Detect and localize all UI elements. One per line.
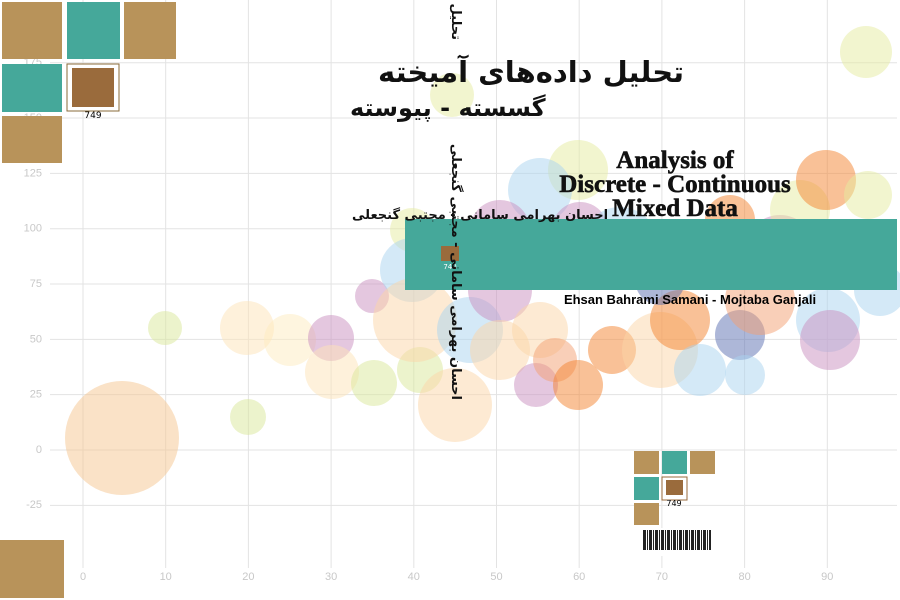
barcode-bar	[643, 530, 645, 550]
barcode-bar	[705, 530, 706, 550]
spine-number: 749	[443, 263, 456, 271]
barcode-bar	[699, 530, 700, 550]
y-tick-label: 50	[30, 333, 42, 345]
bubble	[796, 150, 856, 210]
bubble	[220, 301, 274, 355]
bubble	[725, 355, 765, 395]
x-tick-label: 30	[325, 571, 337, 583]
x-tick-label: 10	[160, 571, 172, 583]
bubble	[373, 278, 457, 362]
logo-number: 749	[666, 499, 681, 508]
bubble	[840, 26, 892, 78]
x-tick-label: 60	[573, 571, 585, 583]
barcode-bar	[697, 530, 699, 550]
barcode-bar	[679, 530, 681, 550]
square	[2, 64, 62, 112]
barcode-bar	[669, 530, 670, 550]
bubble	[418, 368, 492, 442]
title-en-3: Mixed Data	[612, 195, 738, 222]
barcode-bar	[675, 530, 676, 550]
square	[67, 2, 120, 59]
barcode-bar	[671, 530, 672, 550]
x-tick-label: 70	[656, 571, 668, 583]
x-tick-label: 20	[242, 571, 254, 583]
bubble	[305, 345, 359, 399]
barcode-bar	[709, 530, 711, 550]
square	[634, 477, 659, 500]
barcode-bar	[663, 530, 664, 550]
logo-mark	[666, 480, 683, 495]
barcode-bar	[683, 530, 684, 550]
barcode-bar	[649, 530, 651, 550]
bubble	[430, 73, 474, 117]
barcode-bar	[681, 530, 682, 550]
bubble	[800, 310, 860, 370]
authors-fa: احسان بهرامی سامانی - مجتبی گنجعلی	[352, 207, 608, 223]
bubble	[264, 314, 316, 366]
barcode-bar	[673, 530, 675, 550]
y-tick-label: 0	[36, 444, 42, 456]
square	[634, 451, 659, 474]
title-en-1: Analysis of	[616, 147, 734, 174]
barcode-bar	[657, 530, 658, 550]
square	[2, 116, 62, 163]
bubble	[674, 344, 726, 396]
square	[690, 451, 715, 474]
y-tick-label: 25	[30, 389, 42, 401]
title-fa-1: تحلیل داده‌های آمیخته	[378, 54, 684, 89]
square	[634, 503, 659, 525]
barcode-bar	[647, 530, 648, 550]
barcode-bar	[655, 530, 657, 550]
y-tick-label: -25	[26, 499, 42, 511]
bubble	[351, 360, 397, 406]
authors-en: Ehsan Bahrami Samani - Mojtaba Ganjali	[564, 292, 816, 307]
x-tick-label: 0	[80, 571, 86, 583]
barcode-bar	[645, 530, 646, 550]
bubble	[650, 290, 710, 350]
spine-logo	[441, 246, 459, 261]
y-tick-label: 125	[24, 167, 42, 179]
barcode-bar	[707, 530, 708, 550]
barcode-bar	[653, 530, 654, 550]
x-tick-label: 40	[408, 571, 420, 583]
logo-mark	[72, 68, 114, 107]
barcode-bar	[687, 530, 688, 550]
barcode-bar	[691, 530, 693, 550]
barcode-bar	[677, 530, 678, 550]
bubble	[148, 311, 182, 345]
barcode	[640, 528, 712, 556]
y-tick-label: 75	[30, 278, 42, 290]
x-tick-label: 80	[738, 571, 750, 583]
barcode-bar	[667, 530, 669, 550]
x-tick-label: 90	[821, 571, 833, 583]
bubble	[844, 171, 892, 219]
bubble	[230, 399, 266, 435]
barcode-bar	[659, 530, 660, 550]
square	[2, 2, 62, 59]
title-band	[405, 219, 897, 290]
square	[0, 540, 64, 598]
barcode-bar	[703, 530, 705, 550]
spine-title: تحلیل داده‌های آمیخته گسسته - پیوسته	[448, 0, 465, 40]
barcode-bar	[651, 530, 652, 550]
bubble	[508, 158, 572, 222]
barcode-bar	[693, 530, 694, 550]
title-en-2: Discrete - Continuous	[559, 171, 791, 198]
barcode-bar	[689, 530, 690, 550]
barcode-bar	[665, 530, 666, 550]
barcode-bar	[685, 530, 687, 550]
barcode-bar	[701, 530, 702, 550]
bubble	[65, 381, 179, 495]
barcode-bar	[661, 530, 663, 550]
logo-number: 749	[84, 111, 101, 121]
square	[124, 2, 176, 59]
barcode-bar	[695, 530, 696, 550]
bubble	[553, 360, 603, 410]
title-fa-2: گسسته - پیوسته	[350, 94, 546, 122]
spine-authors: احسان بهرامی سامانی - مجتبی گنجعلی	[448, 144, 464, 400]
x-tick-label: 50	[490, 571, 502, 583]
square	[662, 451, 687, 474]
y-tick-label: 100	[24, 223, 42, 235]
